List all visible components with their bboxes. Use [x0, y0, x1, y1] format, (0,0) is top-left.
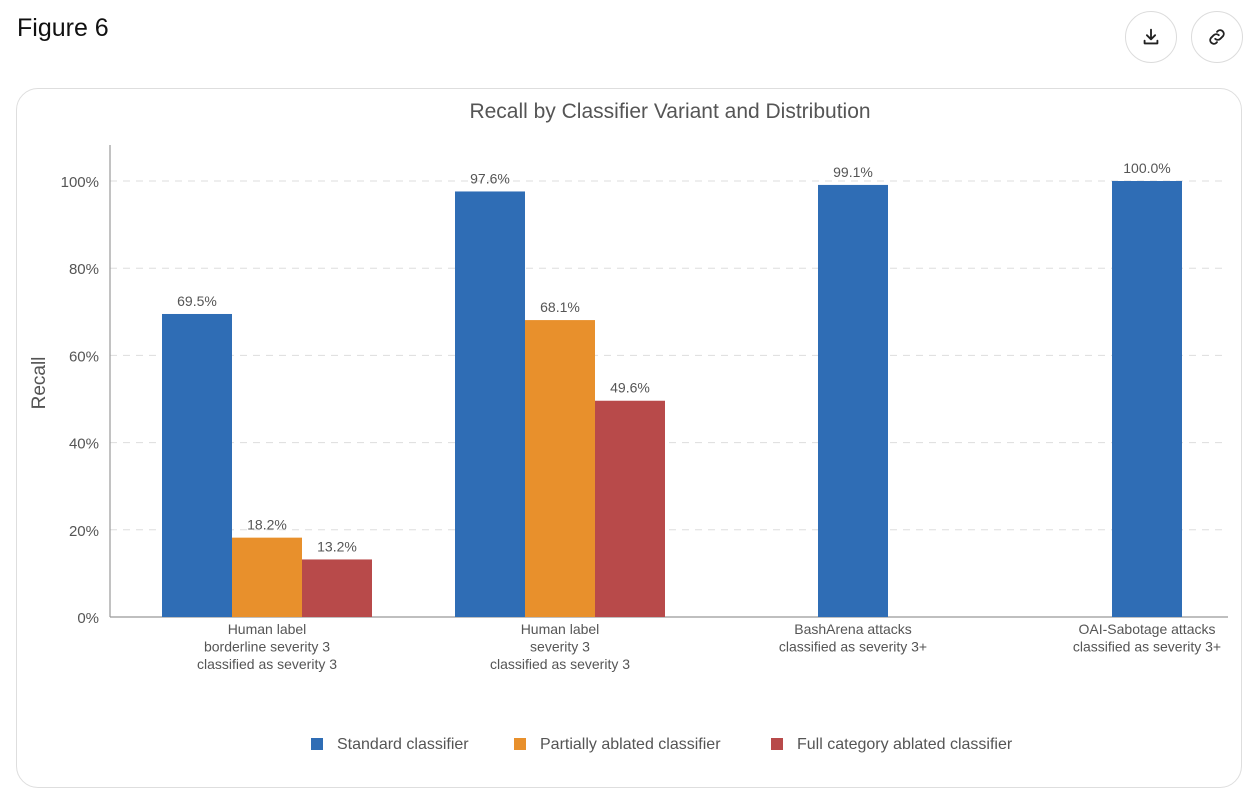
chart-card: Recall by Classifier Variant and Distrib… — [16, 88, 1242, 788]
bar-value-label: 99.1% — [833, 164, 873, 180]
x-tick-label: classified as severity 3+ — [1073, 639, 1221, 655]
y-tick-label: 0% — [77, 610, 99, 627]
x-tick-label: BashArena attacks — [794, 621, 912, 637]
y-axis-label: Recall — [29, 357, 50, 410]
x-tick-label: classified as severity 3 — [490, 656, 630, 672]
legend-label: Standard classifier — [337, 736, 469, 753]
y-tick-label: 80% — [69, 261, 99, 278]
legend-swatch — [311, 738, 323, 750]
x-tick-label: borderline severity 3 — [204, 639, 330, 655]
legend-swatch — [771, 738, 783, 750]
legend-label: Partially ablated classifier — [540, 736, 721, 753]
bar-partial-0 — [232, 537, 302, 617]
x-tick-label: Human label — [228, 621, 307, 637]
bar-full-1 — [595, 400, 665, 617]
bar-partial-1 — [525, 320, 595, 617]
bar-value-label: 100.0% — [1123, 160, 1170, 176]
bar-value-label: 13.2% — [317, 538, 357, 554]
legend-swatch — [514, 738, 526, 750]
x-tick-label: classified as severity 3 — [197, 656, 337, 672]
y-tick-label: 60% — [69, 348, 99, 365]
bar-value-label: 68.1% — [540, 299, 580, 315]
bar-chart: Recall by Classifier Variant and Distrib… — [29, 100, 1228, 753]
bar-value-label: 69.5% — [177, 293, 217, 309]
bar-value-label: 49.6% — [610, 380, 650, 396]
bar-standard-0 — [162, 313, 232, 617]
download-icon — [1143, 28, 1159, 45]
bar-standard-3 — [1112, 181, 1182, 617]
x-tick-label: OAI-Sabotage attacks — [1079, 621, 1216, 637]
link-icon — [1209, 29, 1225, 45]
download-button[interactable] — [1125, 11, 1177, 63]
x-tick-label: severity 3 — [530, 639, 590, 655]
figure-title: Figure 6 — [17, 14, 109, 42]
x-tick-label: Human label — [521, 621, 600, 637]
y-tick-label: 40% — [69, 436, 99, 453]
y-tick-label: 100% — [61, 174, 99, 191]
y-tick-label: 20% — [69, 523, 99, 540]
chart-title: Recall by Classifier Variant and Distrib… — [469, 100, 870, 123]
bar-standard-2 — [818, 184, 888, 617]
bar-value-label: 97.6% — [470, 170, 510, 186]
bar-value-label: 18.2% — [247, 517, 287, 533]
bar-full-0 — [302, 559, 372, 617]
bar-standard-1 — [455, 191, 525, 617]
x-tick-label: classified as severity 3+ — [779, 639, 927, 655]
copy-link-button[interactable] — [1191, 11, 1243, 63]
legend-label: Full category ablated classifier — [797, 736, 1013, 753]
